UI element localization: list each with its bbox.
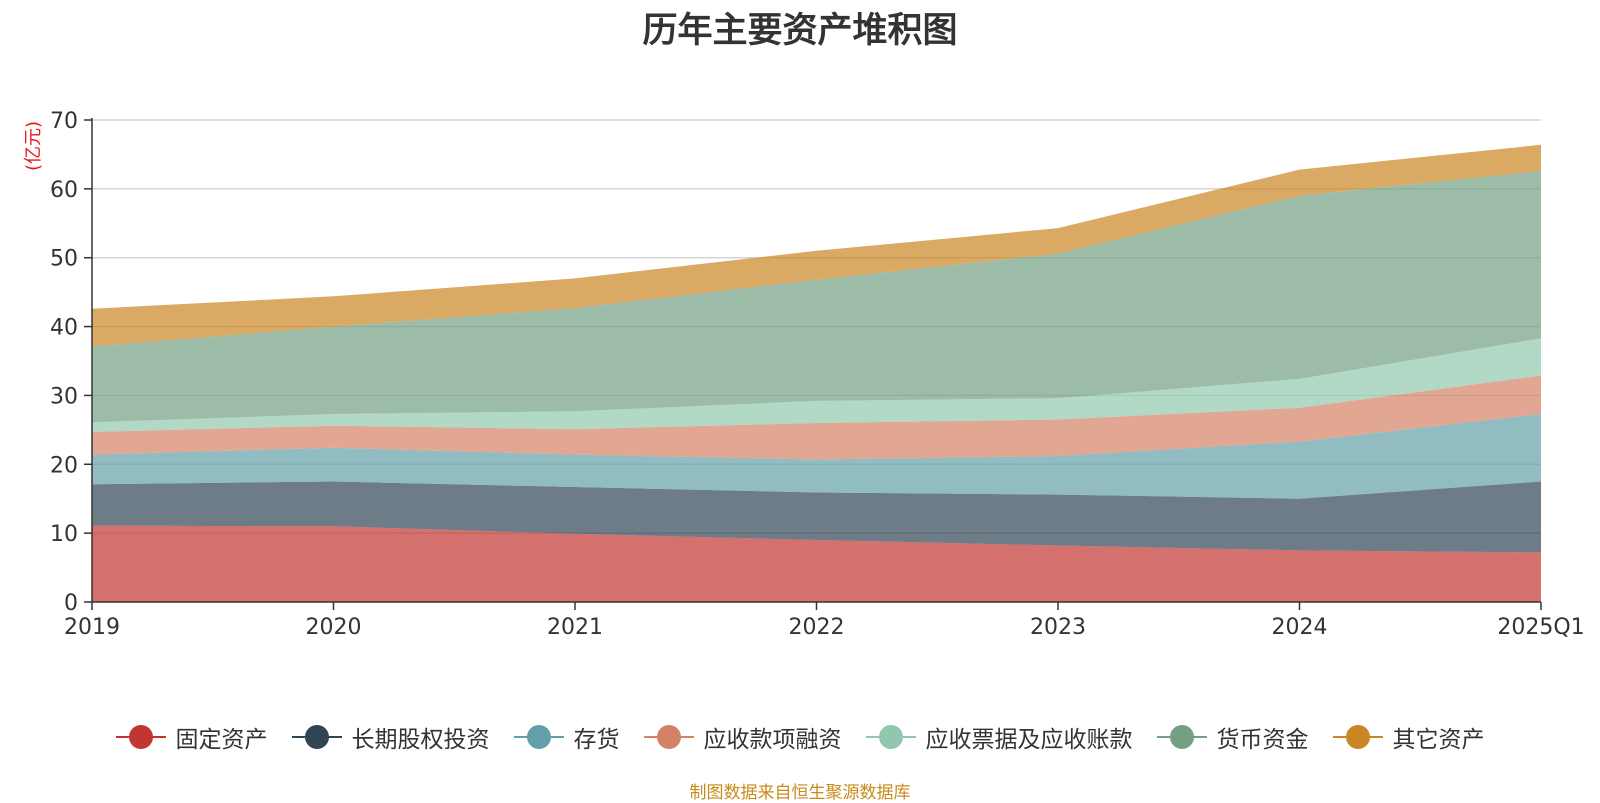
area-series (92, 144, 1541, 602)
legend-item[interactable]: 货币资金 (1156, 720, 1309, 754)
area-series-6 (92, 171, 1541, 423)
x-tick-label: 2020 (306, 615, 362, 640)
y-tick-label: 40 (50, 316, 78, 341)
x-tick-label: 2021 (547, 615, 603, 640)
axes (84, 118, 1542, 610)
legend-item[interactable]: 应收票据及应收账款 (865, 720, 1133, 754)
legend-item[interactable]: 长期股权投资 (291, 720, 490, 754)
area-series-4 (92, 375, 1541, 460)
stacked-area-chart: 0 10 20 30 40 50 60 70 2019 2020 2021 2022 2023 2024 2… (50, 109, 1585, 640)
area-series-1 (92, 525, 1541, 602)
legend-marker-icon (115, 725, 166, 749)
x-tick-label: 2019 (64, 615, 120, 640)
legend-item[interactable]: 应收款项融资 (643, 720, 842, 754)
x-tick-label: 2023 (1030, 615, 1086, 640)
area-series-2 (92, 481, 1541, 553)
legend-marker-icon (865, 725, 916, 749)
legend-label: 其它资产 (1392, 727, 1485, 753)
data-source-note: 制图数据来自恒生聚源数据库 (689, 783, 911, 803)
x-tick-label: 2022 (789, 615, 845, 640)
legend-label: 存货 (573, 727, 620, 753)
y-tick-label: 70 (50, 109, 78, 134)
legend-item[interactable]: 其它资产 (1332, 720, 1485, 754)
y-tick-label: 60 (50, 178, 78, 203)
legend-item[interactable]: 固定资产 (115, 720, 268, 754)
chart-title: 历年主要资产堆积图 (642, 11, 958, 51)
legend: 固定资产 长期股权投资 存货 应收款项融资 应收票据及应收账款 货币资金 其它资产 (0, 720, 1600, 754)
legend-marker-icon (1156, 725, 1207, 749)
area-series-7 (92, 144, 1541, 347)
y-tick-label: 50 (50, 247, 78, 272)
x-tick-label: 2025Q1 (1497, 615, 1584, 640)
y-tick-label: 30 (50, 384, 78, 409)
legend-marker-icon (643, 725, 694, 749)
legend-label: 应收款项融资 (703, 727, 842, 753)
legend-label: 货币资金 (1216, 727, 1309, 753)
legend-marker-icon (1332, 725, 1383, 749)
area-series-5 (92, 338, 1541, 432)
legend-label: 应收票据及应收账款 (925, 727, 1133, 753)
legend-label: 长期股权投资 (351, 727, 490, 753)
tick-labels: 0 10 20 30 40 50 60 70 2019 2020 2021 2022 2023 2024 2… (50, 109, 1585, 640)
legend-marker-icon (291, 725, 342, 749)
legend-item[interactable]: 存货 (513, 720, 620, 754)
y-tick-label: 10 (50, 522, 78, 547)
legend-marker-icon (513, 725, 564, 749)
x-tick-label: 2024 (1272, 615, 1328, 640)
legend-label: 固定资产 (175, 727, 268, 753)
area-series-3 (92, 414, 1541, 499)
y-tick-label: 0 (64, 591, 78, 616)
y-tick-label: 20 (50, 453, 78, 478)
